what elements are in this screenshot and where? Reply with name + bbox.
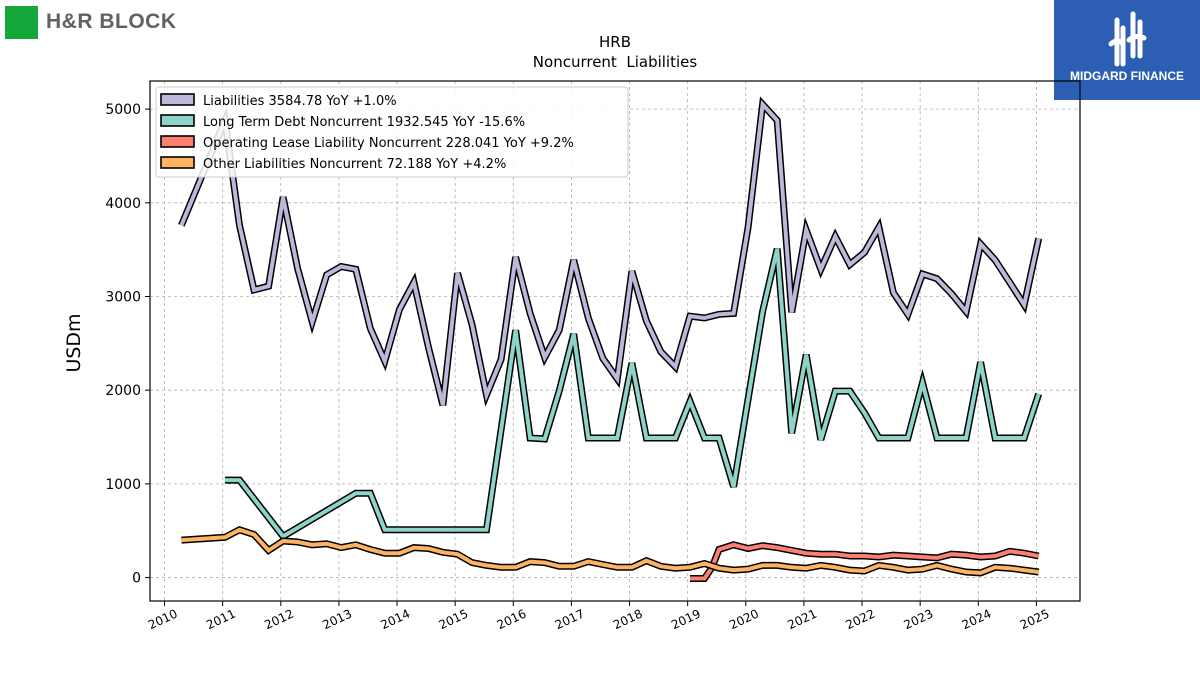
plot-frame	[149, 80, 1081, 602]
midgard-logo-text: MIDGARD FINANCE	[1070, 69, 1184, 83]
y-tick-label: 5000	[105, 102, 141, 118]
x-tick-label: 2011	[204, 607, 238, 633]
y-tick-label: 1000	[105, 477, 141, 493]
hr-block-logo-mark	[5, 5, 38, 39]
x-tick-label: 2021	[785, 607, 819, 633]
x-tick-label: 2013	[320, 607, 354, 633]
y-tick-label: 0	[132, 571, 141, 587]
series-line-3	[181, 527, 1039, 575]
series-line-2	[690, 542, 1040, 581]
legend-swatch-1	[160, 114, 195, 127]
midgard-logo-icon	[1108, 11, 1147, 67]
hr-block-logo: H&R BLOCK	[5, 5, 177, 39]
y-axis-label: USDm	[63, 313, 85, 372]
x-tick-label: 2024	[960, 607, 994, 633]
y-tick-label: 2000	[105, 383, 141, 399]
x-tick-label: 2016	[495, 607, 529, 633]
y-tick-label: 3000	[105, 289, 141, 305]
y-tick-label: 4000	[105, 196, 141, 212]
legend-label-0: Liabilities 3584.78 YoY +1.0%	[203, 94, 397, 109]
x-tick-label: 2012	[262, 607, 296, 633]
legend-swatch-3	[160, 156, 195, 169]
midgard-finance-logo: MIDGARD FINANCE	[1054, 0, 1200, 100]
x-tick-label: 2022	[844, 607, 878, 633]
legend-box	[155, 86, 629, 178]
series-line-0	[179, 99, 1041, 406]
legend-swatch-0	[160, 93, 195, 106]
legend-label-3: Other Liabilities Noncurrent 72.188 YoY …	[203, 157, 506, 172]
legend-label-2: Operating Lease Liability Noncurrent 228…	[203, 136, 574, 151]
x-tick-label: 2018	[611, 607, 645, 633]
legend: Liabilities 3584.78 YoY +1.0% Long Term D…	[155, 86, 629, 178]
x-tick-label: 2023	[902, 607, 936, 633]
legend-swatch-2	[160, 135, 195, 148]
x-tick-label: 2025	[1018, 607, 1052, 633]
x-tick-label: 2019	[669, 607, 703, 633]
chart-title: HRB	[599, 33, 631, 51]
series-layer	[178, 96, 1043, 582]
x-tick-label: 2010	[146, 607, 180, 633]
chart-subtitle: Noncurrent Liabilities	[533, 53, 698, 71]
series-line-1	[225, 248, 1041, 540]
x-tick-label: 2014	[379, 607, 413, 633]
x-tick-label: 2020	[727, 607, 761, 633]
hr-block-logo-text: H&R BLOCK	[46, 10, 177, 33]
x-tick-label: 2017	[553, 607, 587, 633]
legend-label-1: Long Term Debt Noncurrent 1932.545 YoY -…	[203, 115, 525, 130]
x-tick-label: 2015	[437, 607, 471, 633]
